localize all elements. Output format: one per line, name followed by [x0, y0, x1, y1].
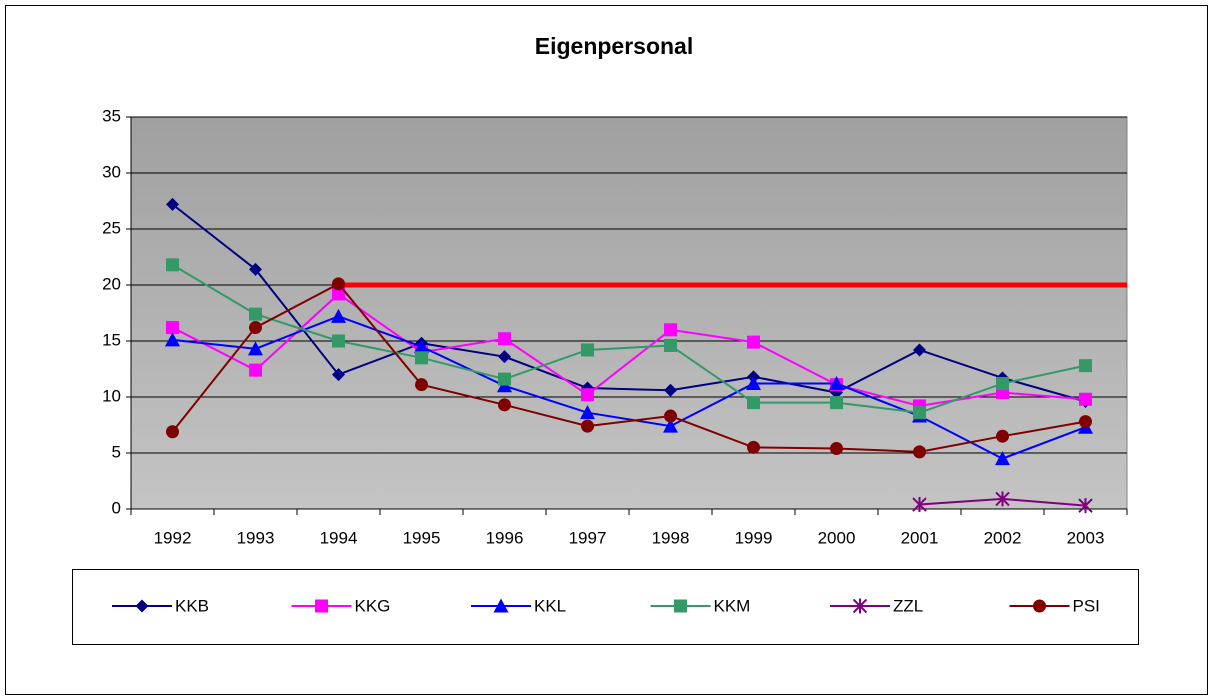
series-line: [171, 282, 1086, 453]
marker: [674, 599, 687, 613]
marker: [166, 197, 179, 211]
marker: [1079, 392, 1092, 406]
x-tick-label: 1996: [486, 528, 524, 547]
marker: [664, 383, 677, 397]
legend-label: KKG: [355, 596, 391, 615]
x-tick-label: 1999: [735, 528, 773, 547]
marker: [581, 419, 594, 433]
marker: [746, 376, 761, 391]
marker: [995, 491, 1010, 507]
marker: [912, 497, 927, 513]
marker: [166, 258, 179, 272]
y-tick-label: 15: [102, 330, 121, 349]
y-tick-label: 35: [102, 106, 121, 125]
marker: [165, 332, 180, 347]
x-tick-label: 2002: [984, 528, 1022, 547]
marker: [1078, 498, 1093, 514]
x-tick-label: 1994: [320, 528, 358, 547]
marker: [581, 388, 594, 402]
series-line: [172, 292, 1086, 407]
marker: [498, 398, 511, 412]
marker: [166, 321, 179, 335]
x-tick-label: 1998: [652, 528, 690, 547]
marker: [414, 339, 429, 354]
marker: [581, 343, 594, 357]
marker: [995, 451, 1010, 466]
marker: [664, 409, 677, 423]
legend-label: ZZL: [893, 596, 923, 615]
marker: [664, 338, 677, 352]
series-line: [171, 263, 1086, 414]
marker: [249, 262, 262, 276]
marker: [830, 442, 843, 456]
series-line: [172, 315, 1086, 460]
legend-box: [72, 569, 1139, 645]
marker: [830, 396, 843, 410]
marker: [331, 308, 346, 323]
marker: [664, 323, 677, 337]
marker: [829, 376, 844, 391]
marker: [1079, 359, 1092, 373]
marker: [415, 378, 428, 392]
x-tick-label: 1995: [403, 528, 441, 547]
marker: [248, 341, 263, 356]
marker: [747, 396, 760, 410]
marker: [996, 377, 1009, 391]
marker: [315, 599, 328, 613]
marker: [498, 332, 511, 346]
y-tick-label: 5: [112, 442, 121, 461]
x-tick-label: 2000: [818, 528, 856, 547]
marker: [580, 405, 595, 420]
y-tick-label: 10: [102, 386, 121, 405]
legend-label: PSI: [1073, 596, 1100, 615]
x-tick-label: 1997: [569, 528, 607, 547]
marker: [913, 406, 926, 420]
legend-label: KKM: [714, 596, 751, 615]
marker: [415, 351, 428, 365]
marker: [663, 418, 678, 433]
marker: [498, 350, 511, 364]
x-tick-label: 1993: [237, 528, 275, 547]
legend-label: KKL: [534, 596, 566, 615]
marker: [913, 343, 926, 357]
chart-title: Eigenpersonal: [535, 33, 693, 59]
marker: [249, 321, 262, 335]
x-tick-label: 2003: [1067, 528, 1105, 547]
marker: [498, 372, 511, 386]
x-tick-label: 1992: [154, 528, 192, 547]
marker: [852, 598, 868, 614]
marker: [249, 307, 262, 321]
x-tick-label: 2001: [901, 528, 939, 547]
marker: [332, 287, 345, 301]
marker: [166, 425, 179, 439]
plot-area: [130, 116, 1128, 510]
marker: [1033, 599, 1046, 613]
y-tick-label: 30: [102, 162, 121, 181]
marker: [249, 363, 262, 377]
marker: [1079, 415, 1092, 429]
marker: [747, 335, 760, 349]
y-tick-label: 0: [112, 498, 121, 517]
marker: [332, 334, 345, 348]
marker: [332, 277, 345, 291]
marker: [913, 445, 926, 459]
marker: [135, 599, 149, 613]
series-line: [171, 203, 1086, 403]
y-tick-label: 25: [102, 218, 121, 237]
marker: [493, 598, 509, 613]
marker: [996, 429, 1009, 443]
y-tick-label: 20: [102, 274, 121, 293]
marker: [747, 440, 760, 454]
legend-label: KKB: [175, 596, 209, 615]
marker: [332, 368, 345, 382]
